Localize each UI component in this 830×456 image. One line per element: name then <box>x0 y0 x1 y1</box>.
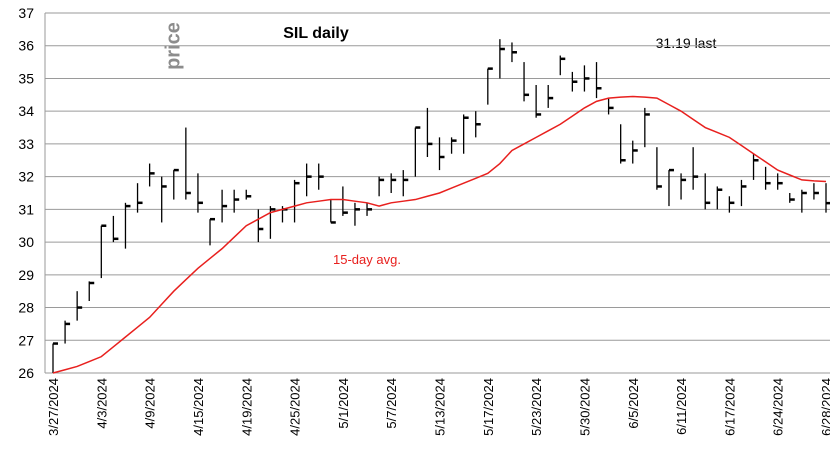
y-tick-label: 35 <box>18 70 34 86</box>
x-tick-label: 5/1/2024 <box>336 378 351 429</box>
y-tick-label: 36 <box>18 38 34 54</box>
x-tick-label: 6/28/2024 <box>819 378 830 436</box>
y-tick-label: 27 <box>18 332 34 348</box>
x-tick-label: 4/19/2024 <box>239 378 254 436</box>
y-tick-label: 26 <box>18 365 34 381</box>
x-tick-label: 4/9/2024 <box>143 378 158 429</box>
y-tick-label: 30 <box>18 234 34 250</box>
x-tick-label: 5/7/2024 <box>384 378 399 429</box>
x-tick-label: 4/25/2024 <box>288 378 303 436</box>
y-tick-label: 37 <box>18 5 34 21</box>
y-tick-label: 28 <box>18 300 34 316</box>
x-tick-label: 5/30/2024 <box>577 378 592 436</box>
x-tick-label: 6/5/2024 <box>626 378 641 429</box>
x-tick-label: 3/27/2024 <box>46 378 61 436</box>
x-tick-label: 6/11/2024 <box>674 378 689 435</box>
y-tick-label: 29 <box>18 267 34 283</box>
y-tick-label: 34 <box>18 103 34 119</box>
chart-title: SIL daily <box>283 25 349 42</box>
avg-line <box>52 95 827 374</box>
last-annotation: 31.19 last <box>656 35 717 51</box>
x-tick-label: 5/23/2024 <box>529 378 544 436</box>
y-tick-label: 31 <box>18 201 34 217</box>
x-tick-label: 4/3/2024 <box>94 378 109 429</box>
x-tick-label: 4/15/2024 <box>191 378 206 436</box>
x-tick-label: 6/17/2024 <box>722 378 737 436</box>
x-tick-label: 5/13/2024 <box>433 378 448 436</box>
y-tick-label: 32 <box>18 169 34 185</box>
series-label: 15-day avg. <box>333 252 401 267</box>
x-tick-label: 5/17/2024 <box>481 378 496 436</box>
x-tick-label: 6/24/2024 <box>771 378 786 436</box>
y-tick-label: 33 <box>18 136 34 152</box>
